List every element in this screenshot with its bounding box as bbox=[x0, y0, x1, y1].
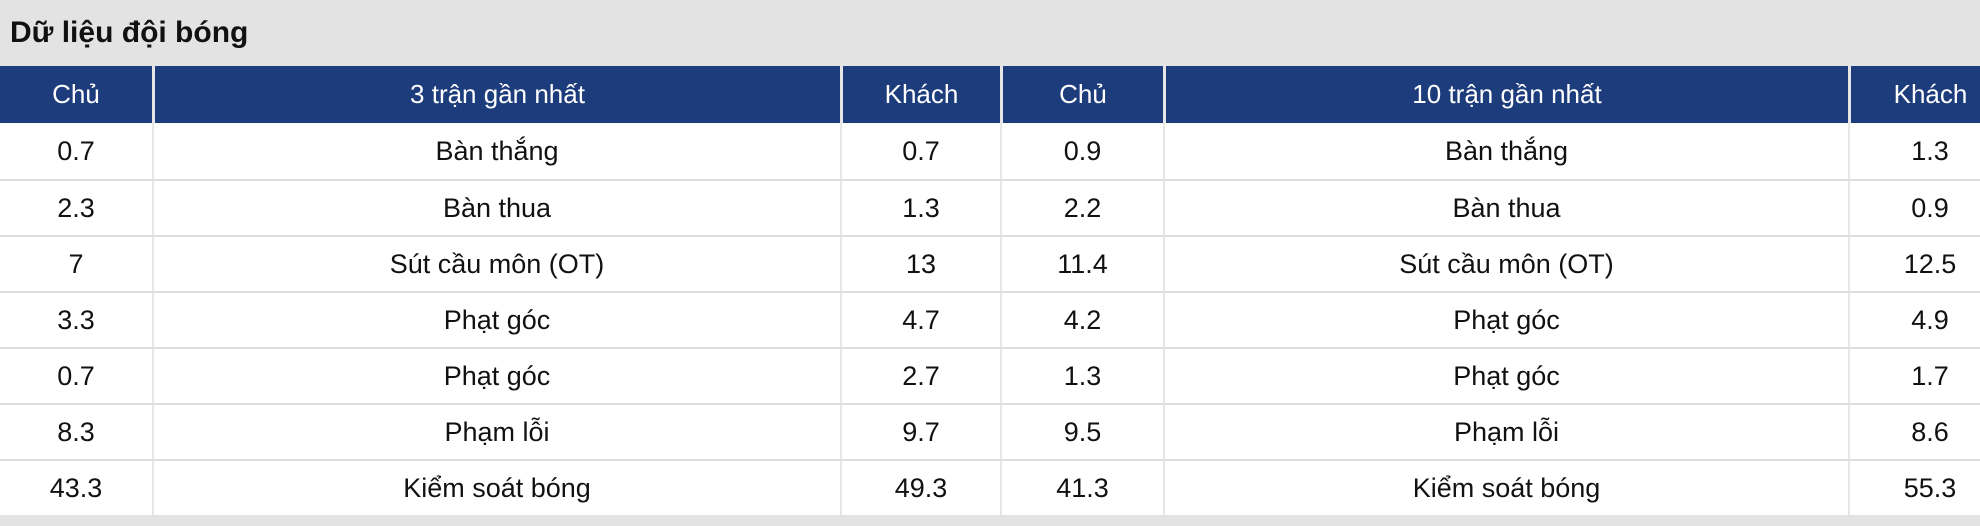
away-value-last10: 55.3 bbox=[1848, 459, 1980, 515]
home-value-last10: 1.3 bbox=[1000, 347, 1163, 403]
home-value-last3: 0.7 bbox=[0, 123, 152, 179]
home-value-last10: 11.4 bbox=[1000, 235, 1163, 291]
stat-label-last3: Bàn thắng bbox=[152, 123, 840, 179]
stat-label-last10: Kiểm soát bóng bbox=[1163, 459, 1848, 515]
away-value-last10: 12.5 bbox=[1848, 235, 1980, 291]
table-row: 0.7 Phạt góc 2.7 1.3 Phạt góc 1.7 bbox=[0, 347, 1980, 403]
home-value-last10: 4.2 bbox=[1000, 291, 1163, 347]
away-value-last3: 2.7 bbox=[840, 347, 1000, 403]
away-value-last10: 0.9 bbox=[1848, 179, 1980, 235]
stat-label-last3: Phạm lỗi bbox=[152, 403, 840, 459]
table-row: 7 Sút cầu môn (OT) 13 11.4 Sút cầu môn (OT) 1… bbox=[0, 235, 1980, 291]
stat-label-last3: Kiểm soát bóng bbox=[152, 459, 840, 515]
away-value-last10: 1.3 bbox=[1848, 123, 1980, 179]
away-value-last3: 13 bbox=[840, 235, 1000, 291]
header-home-last3: Chủ bbox=[0, 66, 152, 123]
table-row: 0.7 Bàn thắng 0.7 0.9 Bàn thắng 1.3 bbox=[0, 123, 1980, 179]
table-row: 8.3 Phạm lỗi 9.7 9.5 Phạm lỗi 8.6 bbox=[0, 403, 1980, 459]
home-value-last3: 43.3 bbox=[0, 459, 152, 515]
home-value-last3: 8.3 bbox=[0, 403, 152, 459]
table-header-row: Chủ 3 trận gần nhất Khách Chủ 10 trận gầ… bbox=[0, 66, 1980, 123]
home-value-last3: 7 bbox=[0, 235, 152, 291]
stats-table-body: 0.7 Bàn thắng 0.7 0.9 Bàn thắng 1.3 2.3 Bàn thu… bbox=[0, 123, 1980, 515]
table-row: 2.3 Bàn thua 1.3 2.2 Bàn thua 0.9 bbox=[0, 179, 1980, 235]
home-value-last10: 2.2 bbox=[1000, 179, 1163, 235]
page-title: Dữ liệu đội bóng bbox=[0, 0, 1980, 66]
stat-label-last3: Sút cầu môn (OT) bbox=[152, 235, 840, 291]
table-row: 3.3 Phạt góc 4.7 4.2 Phạt góc 4.9 bbox=[0, 291, 1980, 347]
away-value-last10: 4.9 bbox=[1848, 291, 1980, 347]
stat-label-last10: Phạt góc bbox=[1163, 291, 1848, 347]
stat-label-last3: Phạt góc bbox=[152, 291, 840, 347]
away-value-last3: 0.7 bbox=[840, 123, 1000, 179]
stats-table-wrapper: Chủ 3 trận gần nhất Khách Chủ 10 trận gầ… bbox=[0, 66, 1980, 526]
stat-label-last10: Phạm lỗi bbox=[1163, 403, 1848, 459]
away-value-last10: 8.6 bbox=[1848, 403, 1980, 459]
away-value-last10: 1.7 bbox=[1848, 347, 1980, 403]
stat-label-last10: Bàn thắng bbox=[1163, 123, 1848, 179]
away-value-last3: 1.3 bbox=[840, 179, 1000, 235]
home-value-last10: 41.3 bbox=[1000, 459, 1163, 515]
stats-table: Chủ 3 trận gần nhất Khách Chủ 10 trận gầ… bbox=[0, 66, 1980, 515]
header-stat-last3: 3 trận gần nhất bbox=[152, 66, 840, 123]
home-value-last10: 0.9 bbox=[1000, 123, 1163, 179]
stat-label-last10: Sút cầu môn (OT) bbox=[1163, 235, 1848, 291]
header-away-last10: Khách bbox=[1848, 66, 1980, 123]
header-stat-last10: 10 trận gần nhất bbox=[1163, 66, 1848, 123]
home-value-last3: 3.3 bbox=[0, 291, 152, 347]
home-value-last10: 9.5 bbox=[1000, 403, 1163, 459]
away-value-last3: 49.3 bbox=[840, 459, 1000, 515]
home-value-last3: 2.3 bbox=[0, 179, 152, 235]
table-row: 43.3 Kiểm soát bóng 49.3 41.3 Kiểm soát bóng… bbox=[0, 459, 1980, 515]
stat-label-last10: Bàn thua bbox=[1163, 179, 1848, 235]
header-home-last10: Chủ bbox=[1000, 66, 1163, 123]
stat-label-last10: Phạt góc bbox=[1163, 347, 1848, 403]
away-value-last3: 9.7 bbox=[840, 403, 1000, 459]
home-value-last3: 0.7 bbox=[0, 347, 152, 403]
away-value-last3: 4.7 bbox=[840, 291, 1000, 347]
stat-label-last3: Phạt góc bbox=[152, 347, 840, 403]
header-away-last3: Khách bbox=[840, 66, 1000, 123]
stat-label-last3: Bàn thua bbox=[152, 179, 840, 235]
